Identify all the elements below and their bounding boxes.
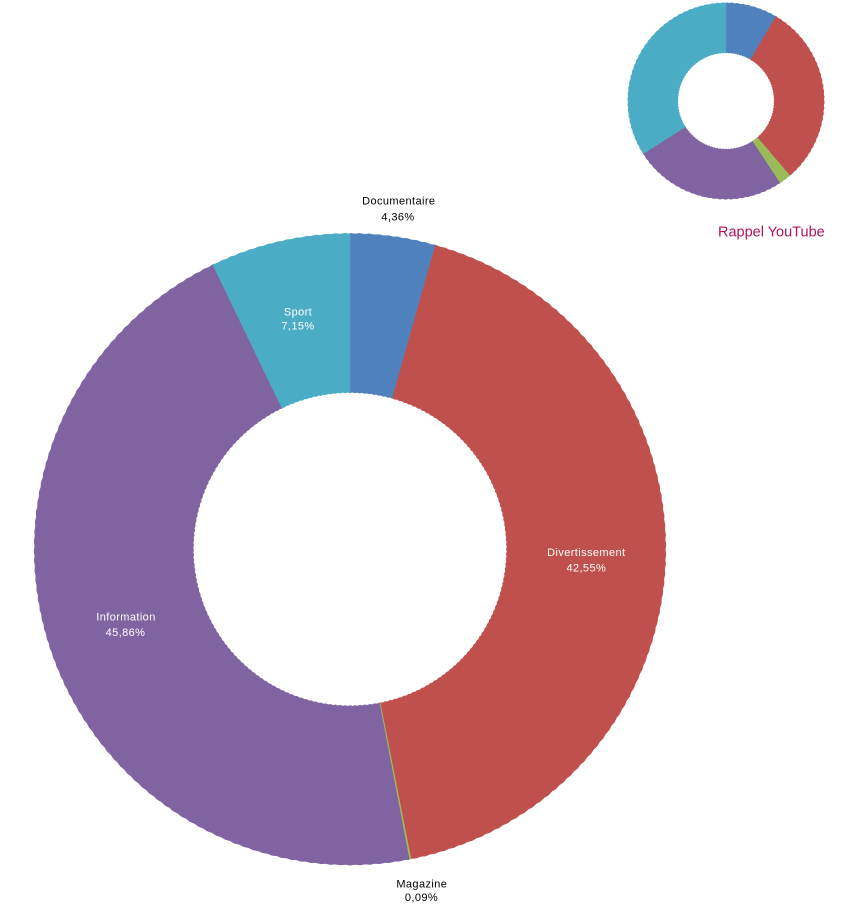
svg-text:42,55%: 42,55% — [566, 562, 606, 574]
svg-text:Divertissement: Divertissement — [547, 547, 625, 559]
svg-text:Information: Information — [96, 612, 155, 624]
svg-text:Documentaire: Documentaire — [362, 196, 435, 208]
svg-text:Sport: Sport — [284, 306, 312, 318]
svg-text:45,86%: 45,86% — [106, 627, 146, 639]
svg-text:Rappel YouTube: Rappel YouTube — [718, 225, 825, 241]
svg-text:4,36%: 4,36% — [381, 212, 414, 224]
svg-text:0,09%: 0,09% — [405, 892, 438, 904]
svg-text:7,15%: 7,15% — [281, 320, 314, 332]
svg-text:Magazine: Magazine — [396, 879, 447, 891]
